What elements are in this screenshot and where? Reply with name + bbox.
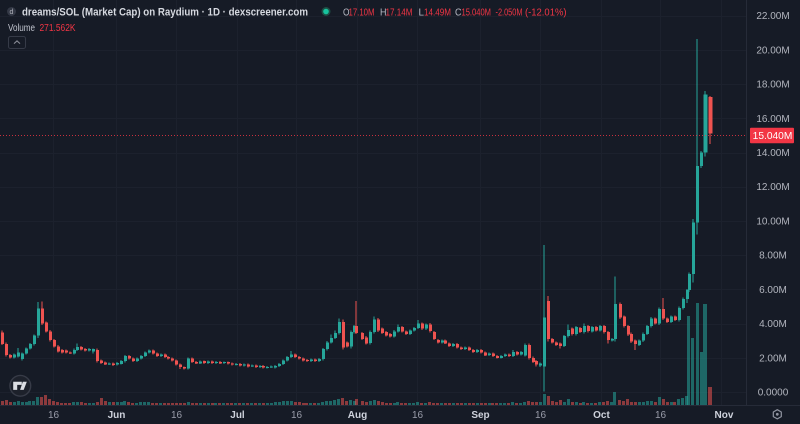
svg-text:4.00M: 4.00M bbox=[759, 319, 787, 330]
svg-text:15.040M: 15.040M bbox=[462, 7, 492, 18]
svg-text:15.040M: 15.040M bbox=[753, 131, 793, 142]
svg-text:10.00M: 10.00M bbox=[756, 216, 789, 227]
svg-text:12.00M: 12.00M bbox=[756, 182, 789, 193]
svg-text:Sep: Sep bbox=[471, 410, 489, 421]
svg-text:18.00M: 18.00M bbox=[756, 80, 789, 91]
svg-text:20.00M: 20.00M bbox=[756, 45, 789, 56]
svg-text:C: C bbox=[455, 7, 462, 18]
svg-text:0.0000: 0.0000 bbox=[758, 388, 789, 399]
svg-text:Nov: Nov bbox=[715, 410, 734, 421]
svg-text:8.00M: 8.00M bbox=[759, 251, 787, 262]
svg-text:H: H bbox=[380, 7, 387, 18]
svg-text:Jul: Jul bbox=[230, 410, 245, 421]
svg-text:16: 16 bbox=[535, 410, 547, 421]
svg-text:Oct: Oct bbox=[593, 410, 610, 421]
svg-text:Volume: Volume bbox=[8, 23, 35, 34]
svg-text:16: 16 bbox=[171, 410, 183, 421]
svg-text:d: d bbox=[10, 9, 14, 16]
svg-text:14.00M: 14.00M bbox=[756, 148, 789, 159]
svg-text:(-12.01%): (-12.01%) bbox=[525, 7, 567, 18]
svg-text:271.562K: 271.562K bbox=[40, 23, 76, 34]
svg-text:22.00M: 22.00M bbox=[756, 11, 789, 22]
svg-text:16: 16 bbox=[291, 410, 303, 421]
svg-text:-2.050M: -2.050M bbox=[496, 7, 523, 18]
svg-text:16.00M: 16.00M bbox=[756, 114, 789, 125]
svg-text:6.00M: 6.00M bbox=[759, 285, 787, 296]
svg-text:17.14M: 17.14M bbox=[386, 7, 413, 18]
svg-text:14.49M: 14.49M bbox=[424, 7, 451, 18]
svg-text:L: L bbox=[419, 7, 425, 18]
svg-text:Aug: Aug bbox=[348, 410, 367, 421]
svg-text:16: 16 bbox=[48, 410, 60, 421]
svg-text:17.10M: 17.10M bbox=[349, 7, 375, 18]
svg-text:dreams/SOL (Market Cap) on Ray: dreams/SOL (Market Cap) on Raydium · 1D … bbox=[22, 7, 308, 19]
svg-text:Jun: Jun bbox=[108, 410, 126, 421]
svg-text:16: 16 bbox=[412, 410, 424, 421]
svg-text:2.00M: 2.00M bbox=[759, 353, 787, 364]
svg-text:O: O bbox=[343, 7, 350, 18]
svg-text:16: 16 bbox=[655, 410, 667, 421]
